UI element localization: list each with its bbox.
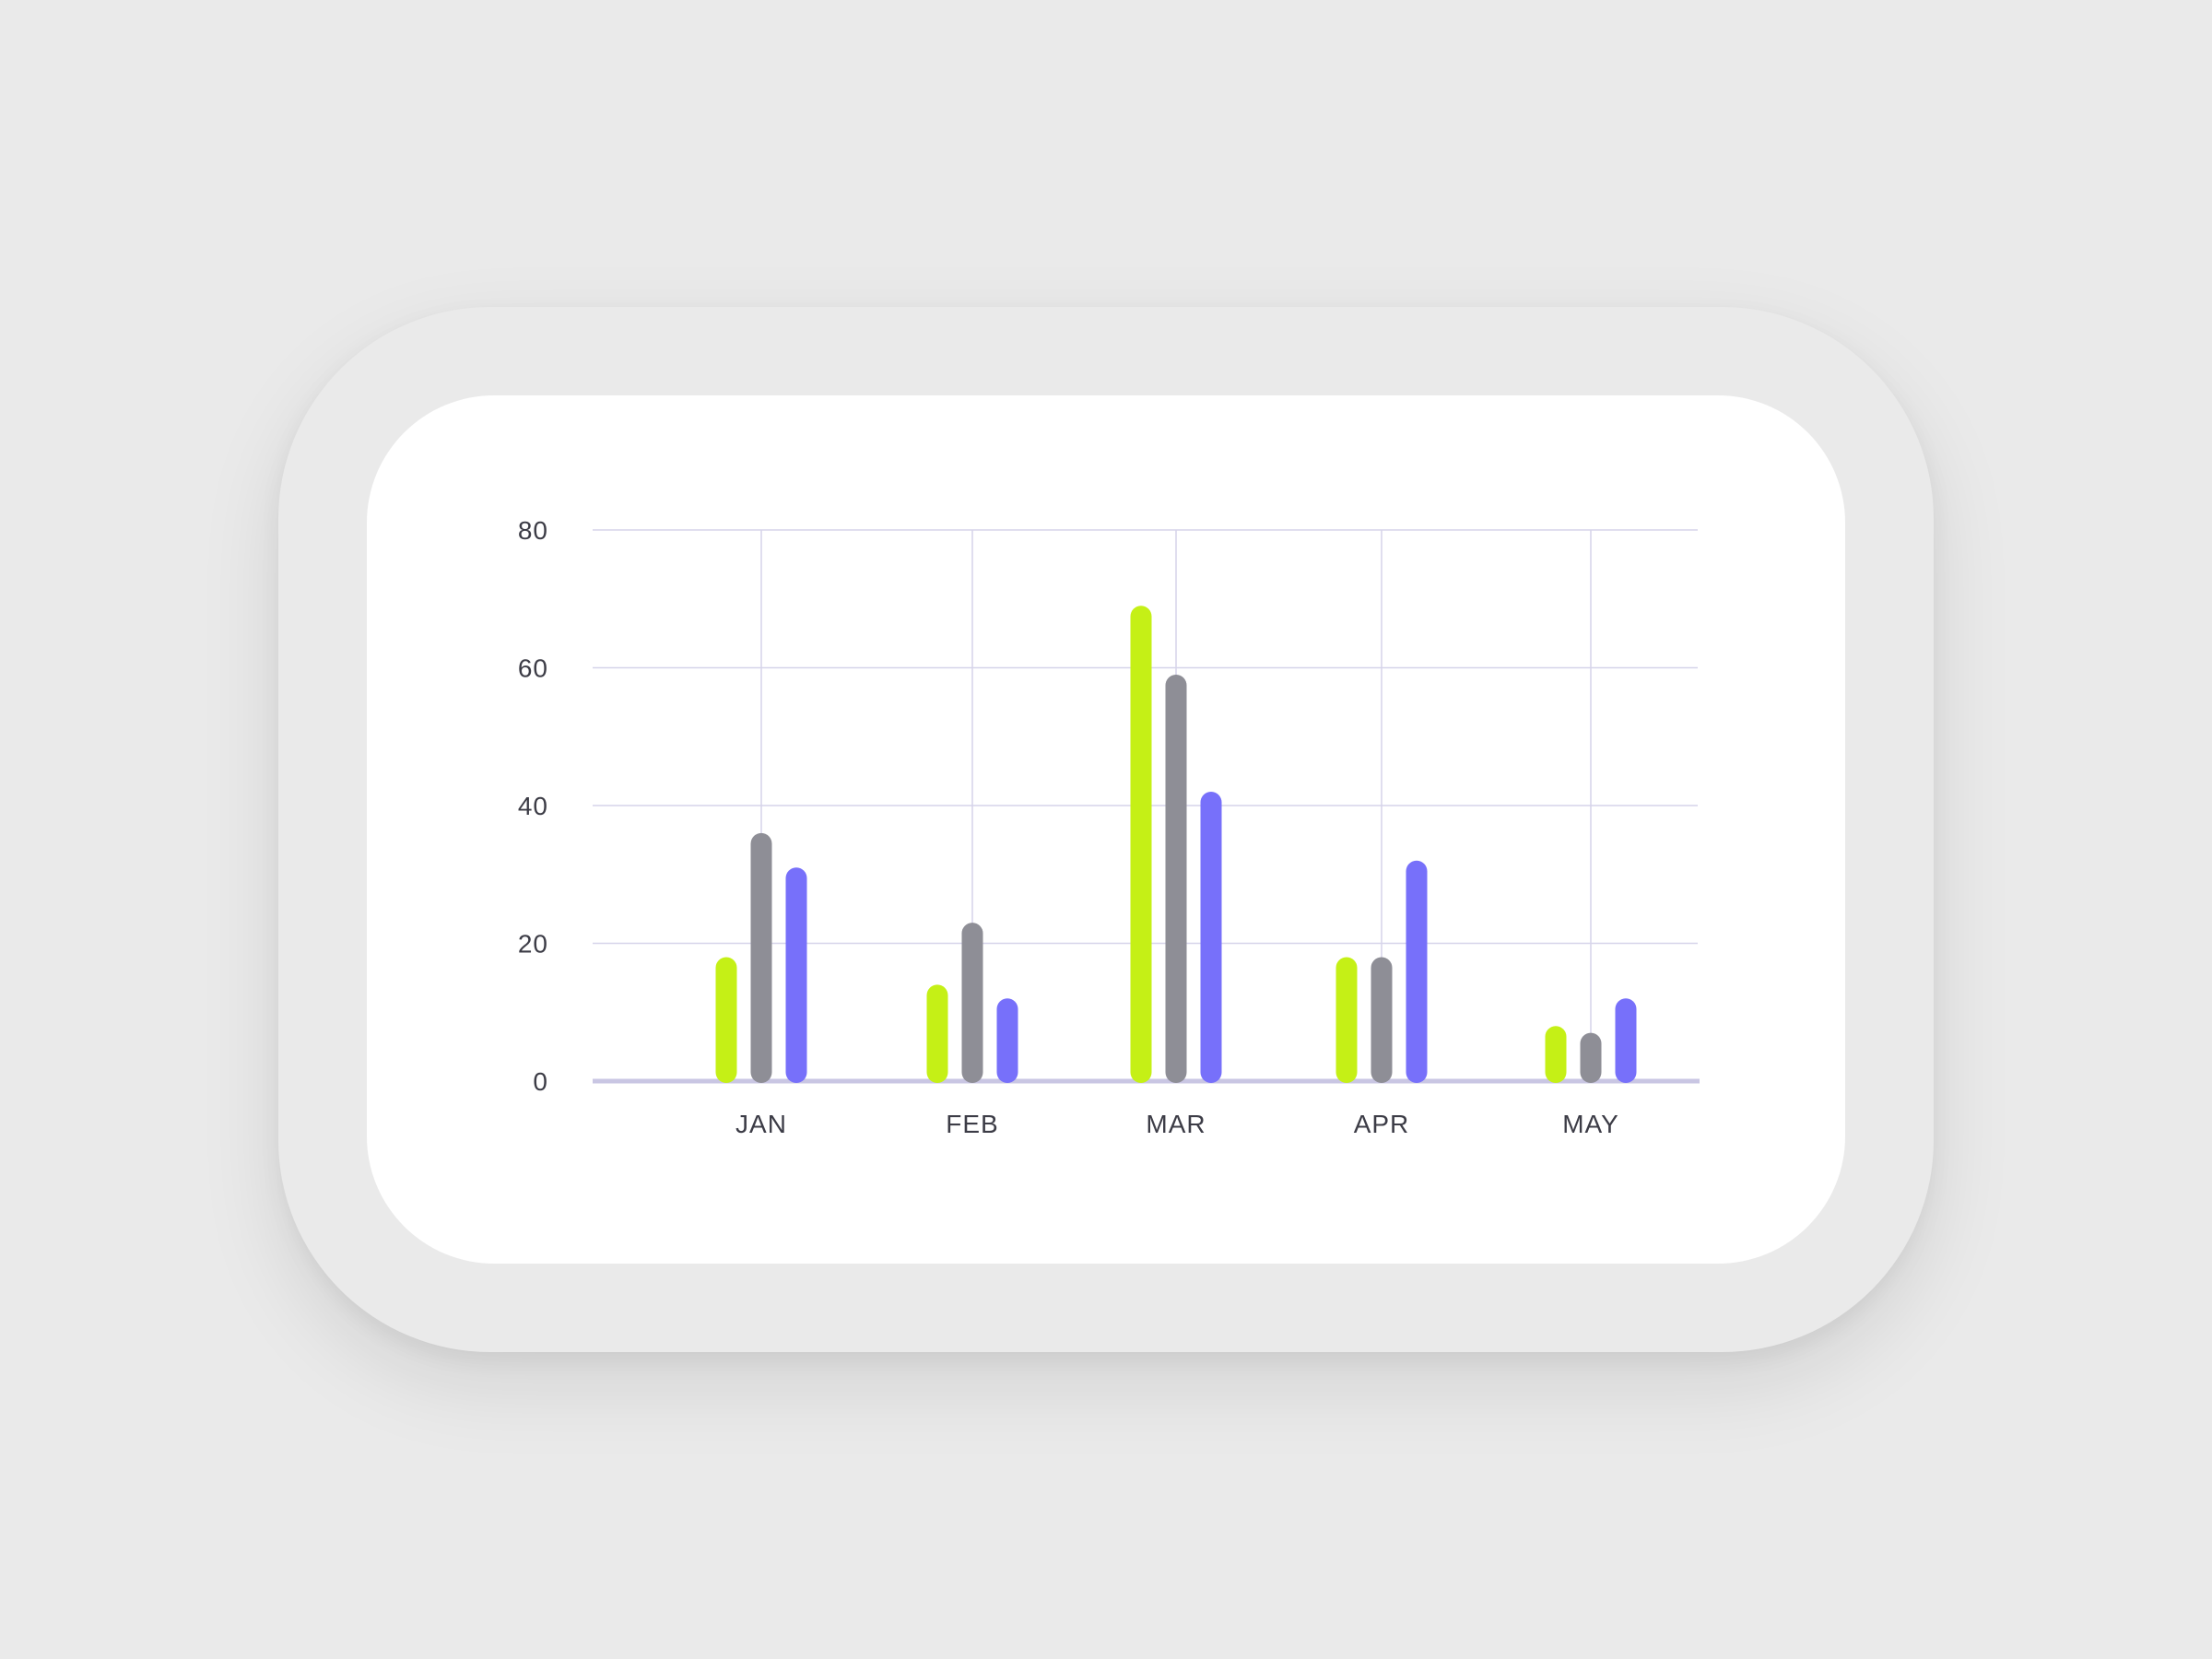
bar-feb-s3 [996, 998, 1018, 1083]
bar-jan-s2 [750, 832, 772, 1083]
x-tick-label-mar: MAR [1146, 1110, 1206, 1138]
x-tick-label-feb: FEB [946, 1110, 998, 1138]
x-tick-label-jan: JAN [735, 1110, 787, 1138]
bar-feb-s1 [926, 984, 948, 1083]
bar-may-s2 [1580, 1032, 1602, 1083]
y-tick-label-80: 80 [518, 516, 548, 545]
bar-may-s1 [1545, 1026, 1567, 1083]
y-tick-label-40: 40 [518, 792, 548, 820]
bar-apr-s1 [1335, 957, 1358, 1083]
bars-layer [715, 606, 1637, 1083]
bar-mar-s3 [1200, 792, 1222, 1083]
x-tick-label-apr: APR [1354, 1110, 1410, 1138]
bar-mar-s2 [1165, 674, 1187, 1083]
bar-apr-s3 [1406, 860, 1428, 1083]
y-tick-label-20: 20 [518, 930, 548, 959]
x-tick-label-may: MAY [1562, 1110, 1619, 1138]
bar-jan-s1 [715, 957, 737, 1083]
chart-card [367, 395, 1845, 1264]
labels-layer: 0 20 40 60 80 JAN FEB MAR APR MAY [518, 516, 1619, 1138]
bar-jan-s3 [785, 867, 807, 1083]
y-tick-label-60: 60 [518, 654, 548, 683]
bar-mar-s1 [1130, 606, 1152, 1083]
bar-feb-s2 [961, 923, 983, 1083]
y-tick-label-0: 0 [533, 1067, 548, 1096]
bar-apr-s2 [1371, 957, 1393, 1083]
bar-may-s3 [1615, 998, 1637, 1083]
